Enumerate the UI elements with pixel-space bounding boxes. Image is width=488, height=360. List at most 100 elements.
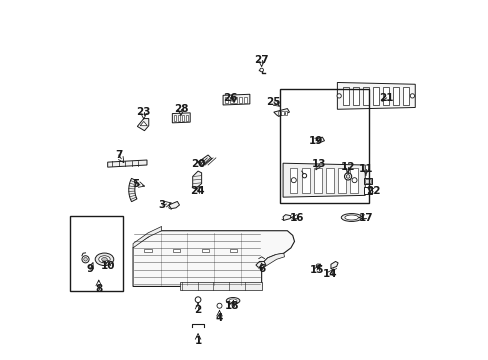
Polygon shape xyxy=(337,82,414,109)
Bar xyxy=(364,178,371,184)
Bar xyxy=(325,168,333,193)
Text: 18: 18 xyxy=(224,301,239,311)
Text: 3: 3 xyxy=(159,200,165,210)
Bar xyxy=(281,111,283,115)
Bar xyxy=(342,87,348,105)
Ellipse shape xyxy=(99,256,110,263)
Circle shape xyxy=(259,68,263,72)
Bar xyxy=(144,249,151,252)
Text: 22: 22 xyxy=(365,186,380,197)
Ellipse shape xyxy=(102,257,107,261)
Polygon shape xyxy=(128,178,137,202)
Bar xyxy=(279,89,368,203)
Polygon shape xyxy=(283,215,290,220)
Text: 21: 21 xyxy=(379,93,393,103)
Ellipse shape xyxy=(341,213,361,221)
Text: 14: 14 xyxy=(322,269,337,279)
Bar xyxy=(185,115,188,121)
Polygon shape xyxy=(107,160,147,167)
Bar xyxy=(349,168,357,193)
Polygon shape xyxy=(140,121,147,126)
Text: 4: 4 xyxy=(215,312,223,323)
Bar xyxy=(229,97,232,103)
Bar xyxy=(173,115,176,121)
Ellipse shape xyxy=(226,297,240,304)
Polygon shape xyxy=(192,171,201,189)
Circle shape xyxy=(217,303,222,308)
Bar xyxy=(181,115,184,121)
Polygon shape xyxy=(330,261,337,269)
Bar xyxy=(337,168,345,193)
Text: 26: 26 xyxy=(223,93,237,103)
Polygon shape xyxy=(273,109,289,116)
Circle shape xyxy=(302,174,306,178)
Polygon shape xyxy=(223,94,249,105)
Circle shape xyxy=(351,178,356,183)
Ellipse shape xyxy=(344,215,358,220)
Bar xyxy=(382,87,388,105)
Polygon shape xyxy=(315,264,321,269)
Text: 23: 23 xyxy=(136,107,151,117)
Bar xyxy=(365,179,370,183)
Text: 25: 25 xyxy=(266,97,281,107)
Text: 7: 7 xyxy=(115,150,122,160)
Bar xyxy=(230,249,237,252)
Polygon shape xyxy=(255,261,265,267)
Bar xyxy=(352,87,358,105)
Polygon shape xyxy=(137,118,148,131)
Text: 1: 1 xyxy=(194,337,201,346)
Bar xyxy=(402,87,408,105)
Bar xyxy=(173,249,180,252)
Text: 28: 28 xyxy=(173,104,188,113)
Text: 11: 11 xyxy=(358,164,372,174)
Bar xyxy=(313,168,321,193)
Bar xyxy=(70,216,123,292)
Bar xyxy=(277,111,280,115)
Bar xyxy=(244,97,246,103)
Text: 27: 27 xyxy=(254,55,268,65)
Circle shape xyxy=(83,257,87,261)
Circle shape xyxy=(344,173,351,180)
Bar xyxy=(201,249,208,252)
Polygon shape xyxy=(283,163,365,197)
Text: 10: 10 xyxy=(101,261,115,271)
Ellipse shape xyxy=(229,299,237,302)
Bar xyxy=(362,87,368,105)
Text: 8: 8 xyxy=(95,284,102,294)
Polygon shape xyxy=(133,226,162,248)
Circle shape xyxy=(195,297,201,302)
Polygon shape xyxy=(261,253,284,266)
Bar xyxy=(177,115,180,121)
Text: 17: 17 xyxy=(358,212,372,222)
Bar xyxy=(364,187,371,194)
Text: 24: 24 xyxy=(190,186,204,197)
Text: 5: 5 xyxy=(132,179,139,189)
Text: 9: 9 xyxy=(86,264,94,274)
Text: 16: 16 xyxy=(289,212,304,222)
Polygon shape xyxy=(168,202,179,208)
Polygon shape xyxy=(315,137,324,143)
Text: 2: 2 xyxy=(194,305,201,315)
Text: 6: 6 xyxy=(258,264,264,274)
Text: 19: 19 xyxy=(308,136,323,146)
Bar xyxy=(234,97,237,103)
Text: 20: 20 xyxy=(191,159,205,169)
Bar xyxy=(289,168,297,193)
Polygon shape xyxy=(133,231,294,287)
Text: 13: 13 xyxy=(312,159,326,169)
Ellipse shape xyxy=(95,253,114,266)
Circle shape xyxy=(346,175,349,178)
Circle shape xyxy=(316,264,319,267)
Bar xyxy=(372,87,378,105)
Circle shape xyxy=(82,256,89,263)
Circle shape xyxy=(336,94,341,98)
Polygon shape xyxy=(172,113,190,123)
Bar xyxy=(301,168,309,193)
Circle shape xyxy=(291,178,296,183)
Bar xyxy=(392,87,398,105)
Text: 15: 15 xyxy=(309,265,324,275)
Bar xyxy=(239,97,242,103)
Bar xyxy=(225,97,227,103)
Bar xyxy=(285,111,287,115)
Polygon shape xyxy=(198,155,211,166)
